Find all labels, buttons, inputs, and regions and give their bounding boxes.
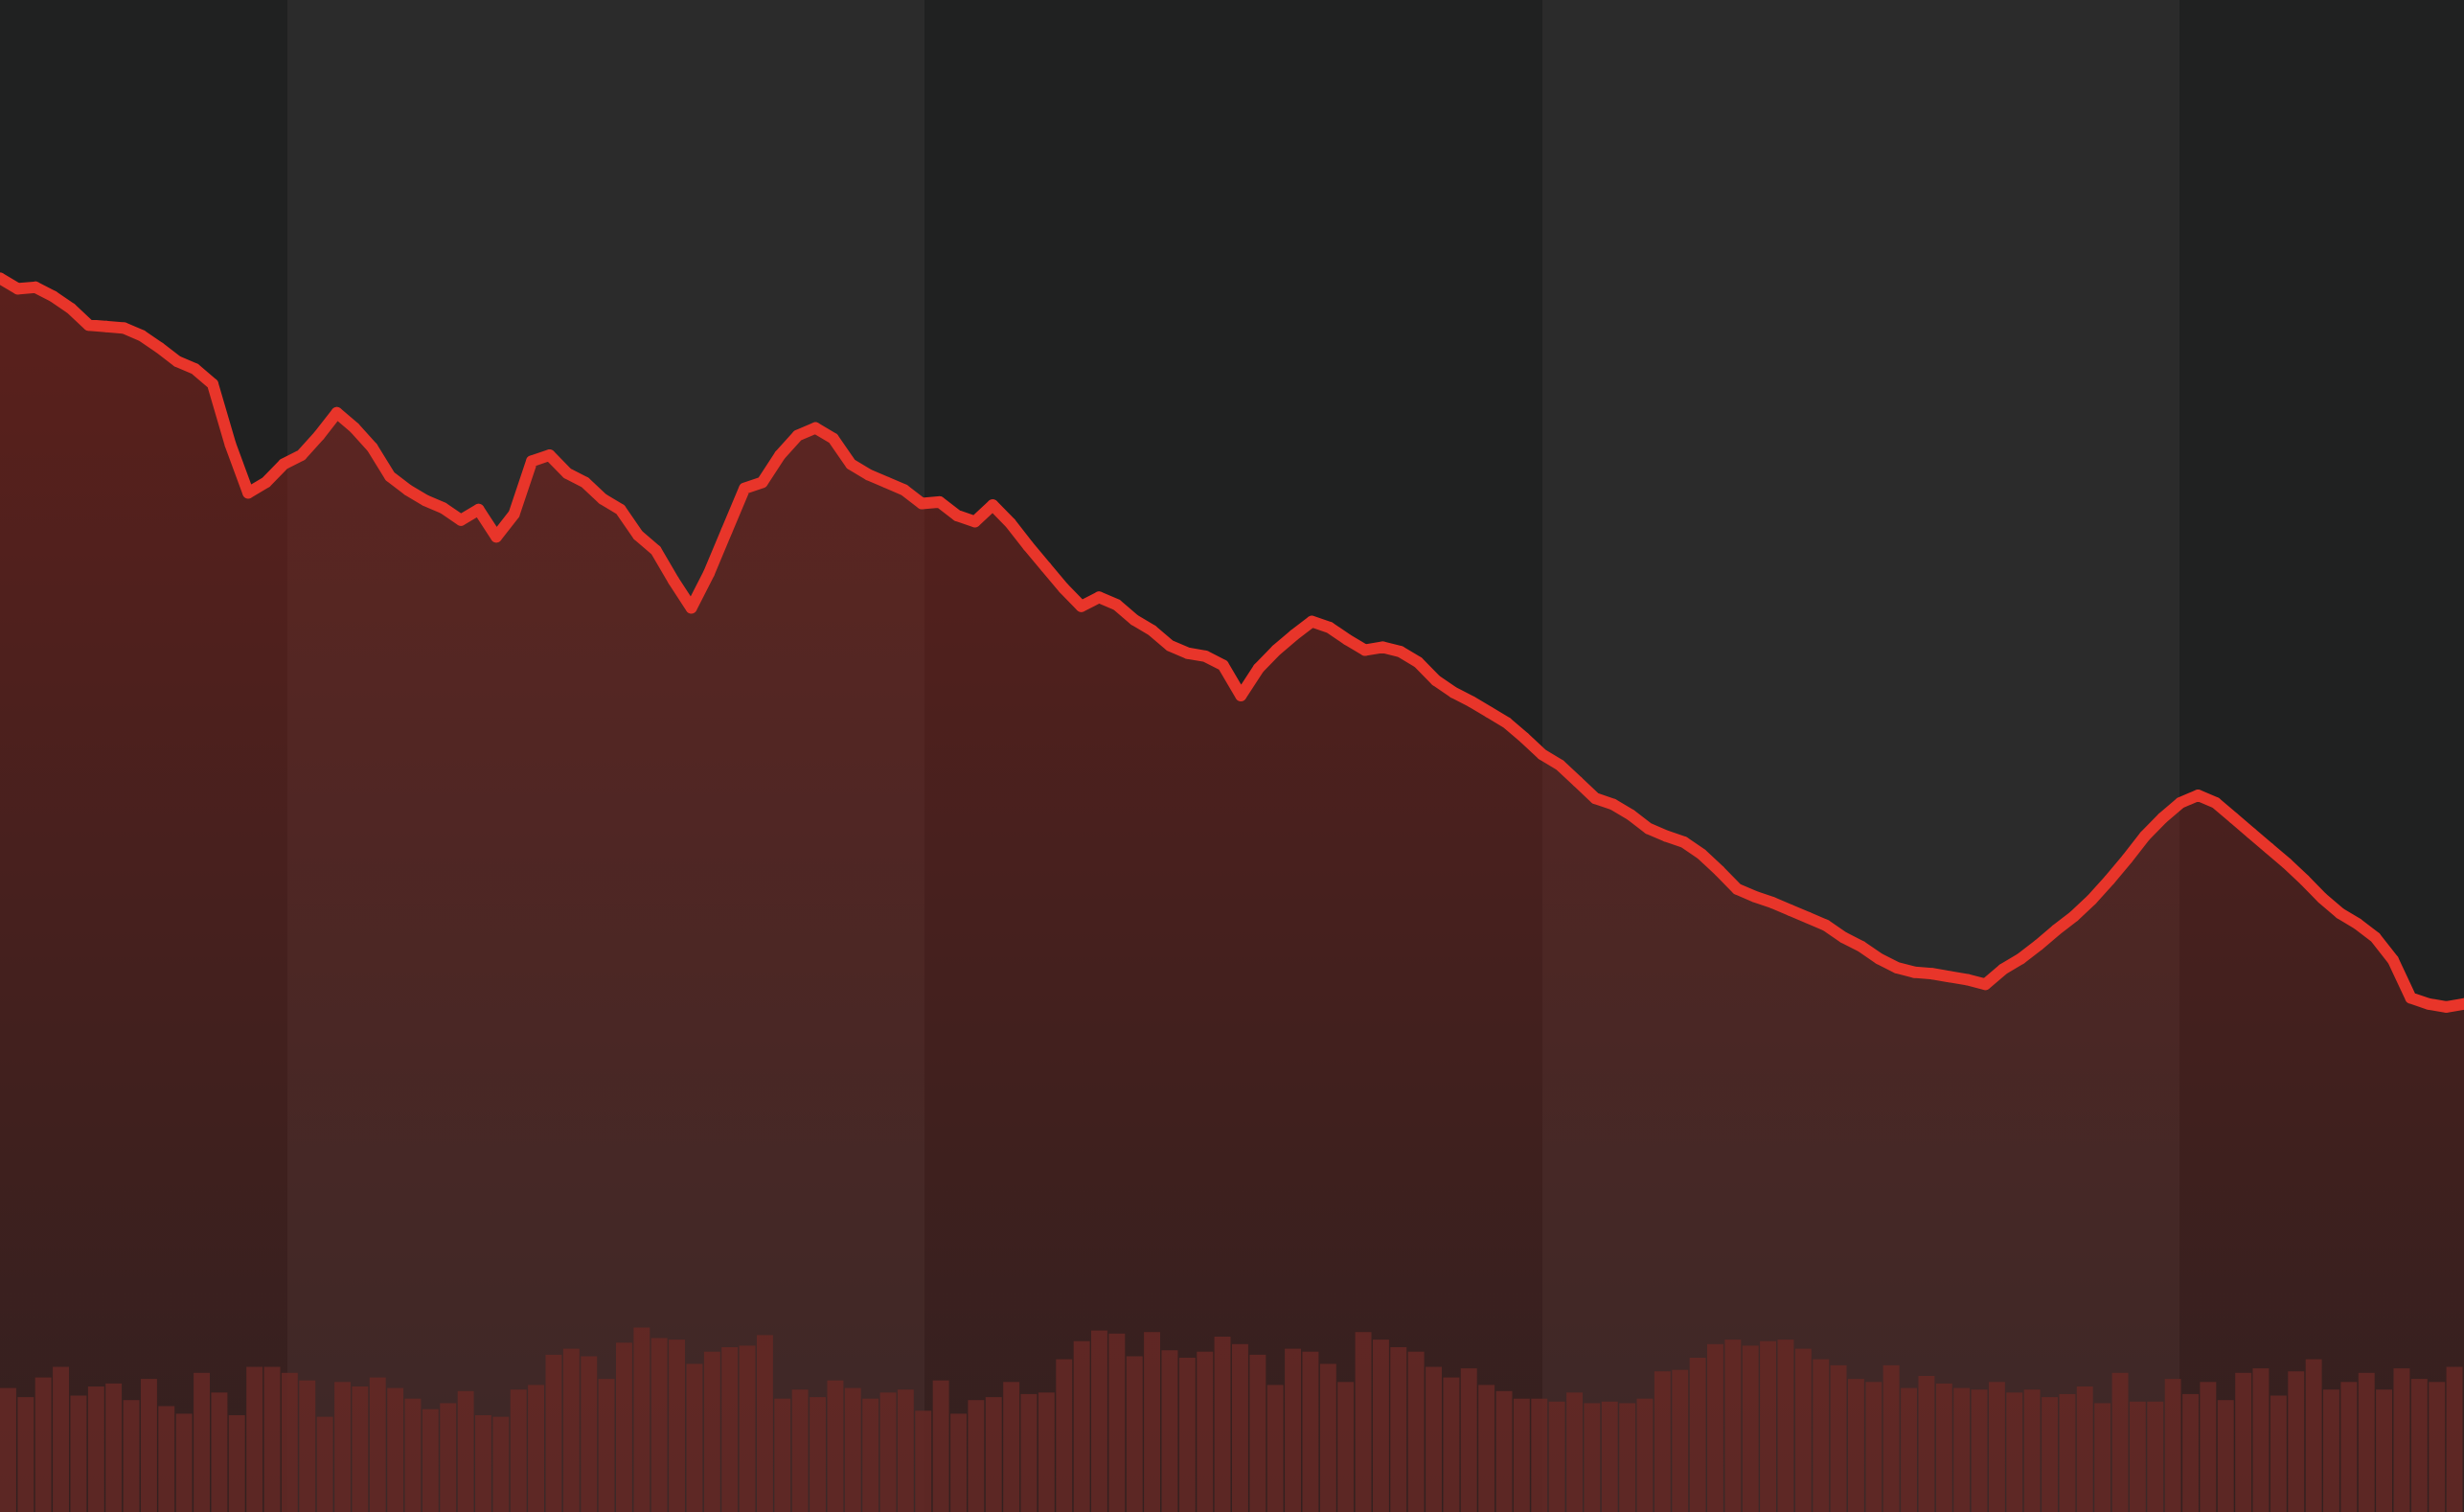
price-line — [0, 272, 2464, 1013]
price-area-fill — [0, 278, 2464, 1512]
